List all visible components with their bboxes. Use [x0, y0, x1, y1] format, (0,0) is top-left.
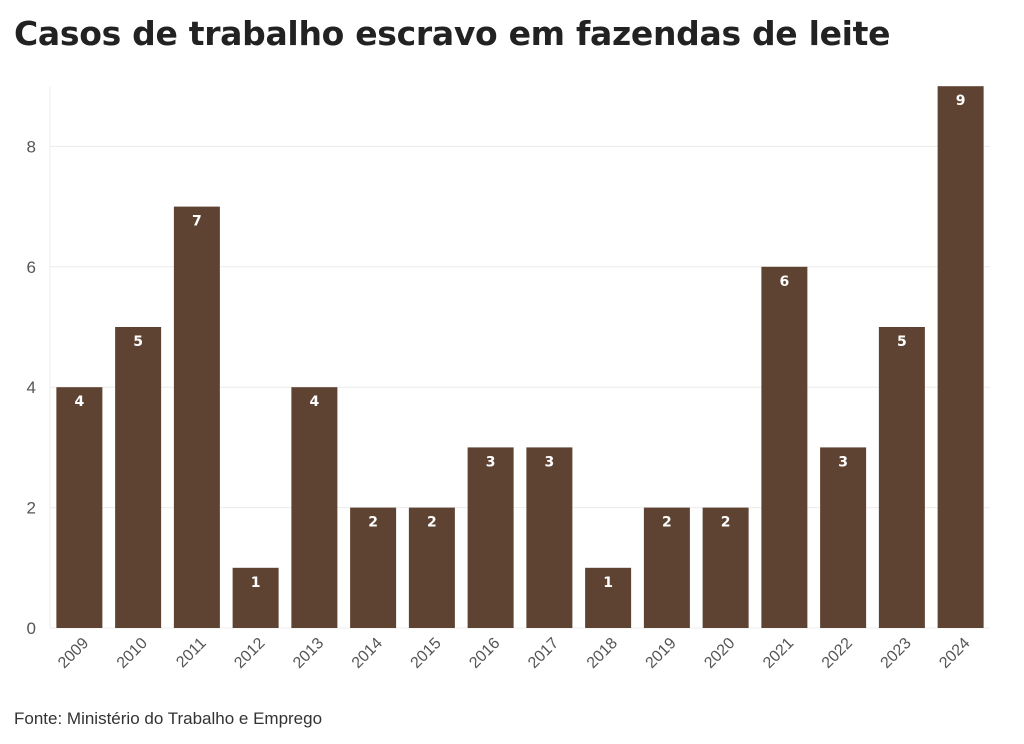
- bar: [761, 266, 808, 628]
- x-tick-label: 2009: [55, 635, 92, 672]
- data-label: 4: [75, 394, 85, 410]
- bar-layer: [56, 86, 984, 628]
- data-label: 2: [368, 515, 378, 531]
- bar: [173, 206, 220, 628]
- x-tick-label: 2014: [349, 635, 386, 672]
- x-tick-label: 2023: [878, 635, 915, 672]
- x-tick-label: 2015: [408, 635, 445, 672]
- data-label: 7: [192, 214, 202, 230]
- y-tick-label: 4: [27, 378, 36, 397]
- x-tick-label: 2016: [466, 635, 503, 672]
- data-label: 5: [897, 334, 907, 350]
- data-label: 3: [838, 454, 848, 470]
- x-tick-label: 2024: [936, 635, 973, 672]
- bar: [291, 387, 338, 628]
- data-label-layer: 4 5 7 1 4 2 2 3 3 1 2 2 6 3 5 9: [75, 93, 966, 591]
- x-tick-label: 2013: [290, 635, 327, 672]
- data-label: 3: [545, 454, 555, 470]
- bar: [115, 327, 162, 628]
- bar: [937, 86, 984, 628]
- data-label: 6: [780, 274, 790, 290]
- data-label: 2: [427, 515, 437, 531]
- y-tick-label: 6: [27, 258, 36, 277]
- y-tick-label: 8: [27, 137, 36, 156]
- bar: [585, 567, 632, 628]
- bar: [643, 507, 690, 628]
- data-label: 1: [251, 575, 261, 591]
- bar: [820, 447, 867, 628]
- bar: [350, 507, 397, 628]
- chart-title: Casos de trabalho escravo em fazendas de…: [14, 14, 891, 53]
- x-tick-label: 2010: [114, 635, 151, 672]
- bar: [408, 507, 455, 628]
- x-tick-label: 2022: [819, 635, 856, 672]
- source-note: Fonte: Ministério do Trabalho e Emprego: [14, 709, 323, 728]
- bar: [232, 567, 279, 628]
- bar: [526, 447, 573, 628]
- x-tick-label: 2018: [584, 635, 621, 672]
- data-label: 1: [603, 575, 613, 591]
- bar: [878, 327, 925, 628]
- x-tick-label: 2017: [525, 635, 562, 672]
- data-label: 3: [486, 454, 496, 470]
- data-label: 2: [662, 515, 672, 531]
- data-label: 2: [721, 515, 731, 531]
- bar: [56, 387, 103, 628]
- x-tick-label: 2011: [173, 635, 209, 671]
- bar: [702, 507, 749, 628]
- data-label: 4: [310, 394, 320, 410]
- x-tick-label: 2021: [760, 635, 797, 672]
- data-label: 9: [956, 93, 966, 109]
- y-tick-label: 0: [27, 619, 36, 638]
- x-tick-label: 2019: [643, 635, 680, 672]
- data-label: 5: [133, 334, 143, 350]
- y-tick-label: 2: [27, 499, 36, 518]
- x-tick-label: 2012: [231, 635, 268, 672]
- bar: [467, 447, 514, 628]
- x-tick-label: 2020: [701, 635, 738, 672]
